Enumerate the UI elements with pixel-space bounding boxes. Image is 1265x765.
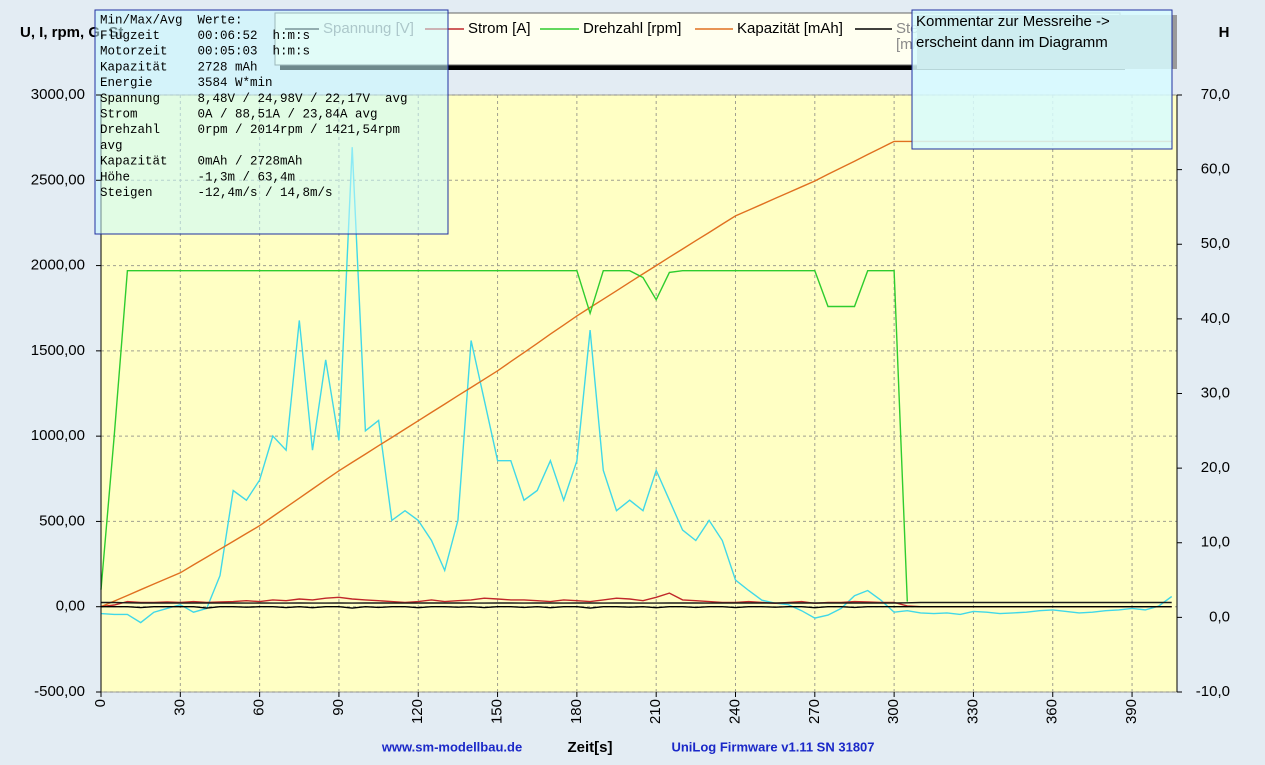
- comment-box: Kommentar zur Messreihe -> erscheint dann…: [911, 9, 1177, 150]
- footer-right: UniLog Firmware v1.11 SN 31807: [671, 739, 874, 754]
- info-line: Energie 3584 W*min: [100, 76, 273, 90]
- y2-tick-label: 60,0: [1201, 161, 1230, 178]
- y2-tick-label: 40,0: [1201, 310, 1230, 327]
- y2-tick-label: 30,0: [1201, 384, 1230, 401]
- info-line: Steigen -12,4m/s / 14,8m/s: [100, 186, 333, 200]
- footer-left: www.sm-modellbau.de: [381, 739, 522, 754]
- legend-label: Drehzahl [rpm]: [583, 20, 681, 37]
- comment-line: erscheint dann im Diagramm: [916, 34, 1108, 51]
- x-axis-label: Zeit[s]: [568, 739, 613, 756]
- x-tick-label: 30: [171, 699, 188, 716]
- comment-box-frame: [911, 9, 1173, 150]
- x-tick-label: 0: [92, 699, 109, 707]
- x-tick-label: 390: [1123, 699, 1140, 724]
- info-line: avg: [100, 139, 123, 153]
- x-tick-label: 90: [330, 699, 347, 716]
- y2-tick-label: 70,0: [1201, 86, 1230, 103]
- y-tick-label: 3000,00: [31, 86, 85, 103]
- y2-tick-label: 0,0: [1209, 608, 1230, 625]
- y2-axis-label: H: [1219, 24, 1230, 41]
- x-tick-label: 240: [726, 699, 743, 724]
- y2-tick-label: 50,0: [1201, 235, 1230, 252]
- y-tick-label: 2000,00: [31, 257, 85, 274]
- info-line: Min/Max/Avg Werte:: [100, 13, 243, 27]
- info-line: Kapazität 0mAh / 2728mAh: [100, 155, 303, 169]
- x-tick-label: 300: [885, 699, 902, 724]
- info-line: Flugzeit 00:06:52 h:m:s: [100, 29, 310, 43]
- x-tick-label: 270: [806, 699, 823, 724]
- series-line: [100, 270, 908, 602]
- comment-line: Kommentar zur Messreihe ->: [916, 13, 1110, 30]
- y-tick-label: 0,00: [56, 598, 85, 615]
- x-tick-label: 60: [251, 699, 268, 716]
- y-tick-label: -500,00: [34, 683, 85, 700]
- series-line: [100, 147, 1173, 624]
- y2-tick-label: 10,0: [1201, 534, 1230, 551]
- series-line: [101, 601, 1172, 604]
- y-tick-label: 1000,00: [31, 427, 85, 444]
- info-line: Motorzeit 00:05:03 h:m:s: [100, 45, 310, 59]
- series-line: [101, 605, 1172, 609]
- info-line: Drehzahl 0rpm / 2014rpm / 1421,54rpm: [100, 123, 400, 137]
- x-tick-label: 120: [409, 699, 426, 724]
- x-tick-label: 150: [489, 699, 506, 724]
- y-tick-label: 1500,00: [31, 342, 85, 359]
- info-line: Kapazität 2728 mAh: [100, 60, 258, 74]
- info-box: Min/Max/Avg Werte: Flugzeit 00:06:52 h:m:…: [94, 9, 449, 235]
- y2-tick-label: 20,0: [1201, 459, 1230, 476]
- y-tick-label: 500,00: [39, 512, 85, 529]
- info-line: Strom 0A / 88,51A / 23,84A avg: [100, 107, 378, 121]
- x-tick-label: 210: [647, 699, 664, 724]
- info-box-frame: [94, 9, 449, 235]
- x-tick-label: 360: [1044, 699, 1061, 724]
- legend-label: Strom [A]: [468, 20, 531, 37]
- info-line: Spannung 8,48V / 24,98V / 22,17V avg: [100, 92, 408, 106]
- legend-label: Kapazität [mAh]: [737, 20, 843, 37]
- x-tick-label: 180: [568, 699, 585, 724]
- x-tick-label: 330: [964, 699, 981, 724]
- y2-tick-label: -10,0: [1196, 683, 1230, 700]
- y-tick-label: 2500,00: [31, 171, 85, 188]
- info-line: Höhe -1,3m / 63,4m: [100, 170, 295, 184]
